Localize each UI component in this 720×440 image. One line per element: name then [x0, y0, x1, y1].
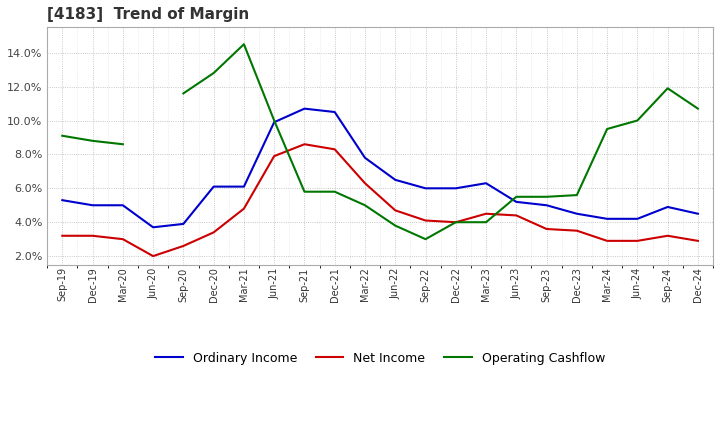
Net Income: [210, 230, 218, 235]
Ordinary Income: [512, 199, 521, 205]
Net Income: [603, 238, 611, 243]
Ordinary Income: [58, 198, 67, 203]
Operating Cashflow: [58, 133, 67, 139]
Net Income: [542, 226, 551, 231]
Ordinary Income: [693, 211, 702, 216]
Net Income: [300, 142, 309, 147]
Ordinary Income: [119, 203, 127, 208]
Ordinary Income: [149, 225, 158, 230]
Ordinary Income: [270, 120, 279, 125]
Ordinary Income: [663, 204, 672, 209]
Ordinary Income: [179, 221, 188, 227]
Net Income: [663, 233, 672, 238]
Ordinary Income: [542, 203, 551, 208]
Legend: Ordinary Income, Net Income, Operating Cashflow: Ordinary Income, Net Income, Operating C…: [150, 347, 610, 370]
Net Income: [119, 237, 127, 242]
Net Income: [240, 206, 248, 211]
Ordinary Income: [482, 180, 490, 186]
Net Income: [693, 238, 702, 243]
Operating Cashflow: [89, 138, 97, 143]
Net Income: [149, 253, 158, 259]
Ordinary Income: [89, 203, 97, 208]
Ordinary Income: [240, 184, 248, 189]
Net Income: [572, 228, 581, 233]
Net Income: [451, 220, 460, 225]
Ordinary Income: [330, 110, 339, 115]
Ordinary Income: [572, 211, 581, 216]
Net Income: [512, 213, 521, 218]
Line: Ordinary Income: Ordinary Income: [63, 109, 698, 227]
Ordinary Income: [421, 186, 430, 191]
Net Income: [58, 233, 67, 238]
Net Income: [270, 154, 279, 159]
Net Income: [482, 211, 490, 216]
Ordinary Income: [451, 186, 460, 191]
Ordinary Income: [210, 184, 218, 189]
Net Income: [421, 218, 430, 223]
Net Income: [633, 238, 642, 243]
Ordinary Income: [391, 177, 400, 183]
Operating Cashflow: [119, 142, 127, 147]
Net Income: [179, 243, 188, 249]
Ordinary Income: [361, 155, 369, 161]
Line: Operating Cashflow: Operating Cashflow: [63, 136, 123, 144]
Net Income: [391, 208, 400, 213]
Ordinary Income: [633, 216, 642, 221]
Net Income: [330, 147, 339, 152]
Net Income: [89, 233, 97, 238]
Ordinary Income: [300, 106, 309, 111]
Line: Net Income: Net Income: [63, 144, 698, 256]
Ordinary Income: [603, 216, 611, 221]
Text: [4183]  Trend of Margin: [4183] Trend of Margin: [48, 7, 249, 22]
Net Income: [361, 180, 369, 186]
